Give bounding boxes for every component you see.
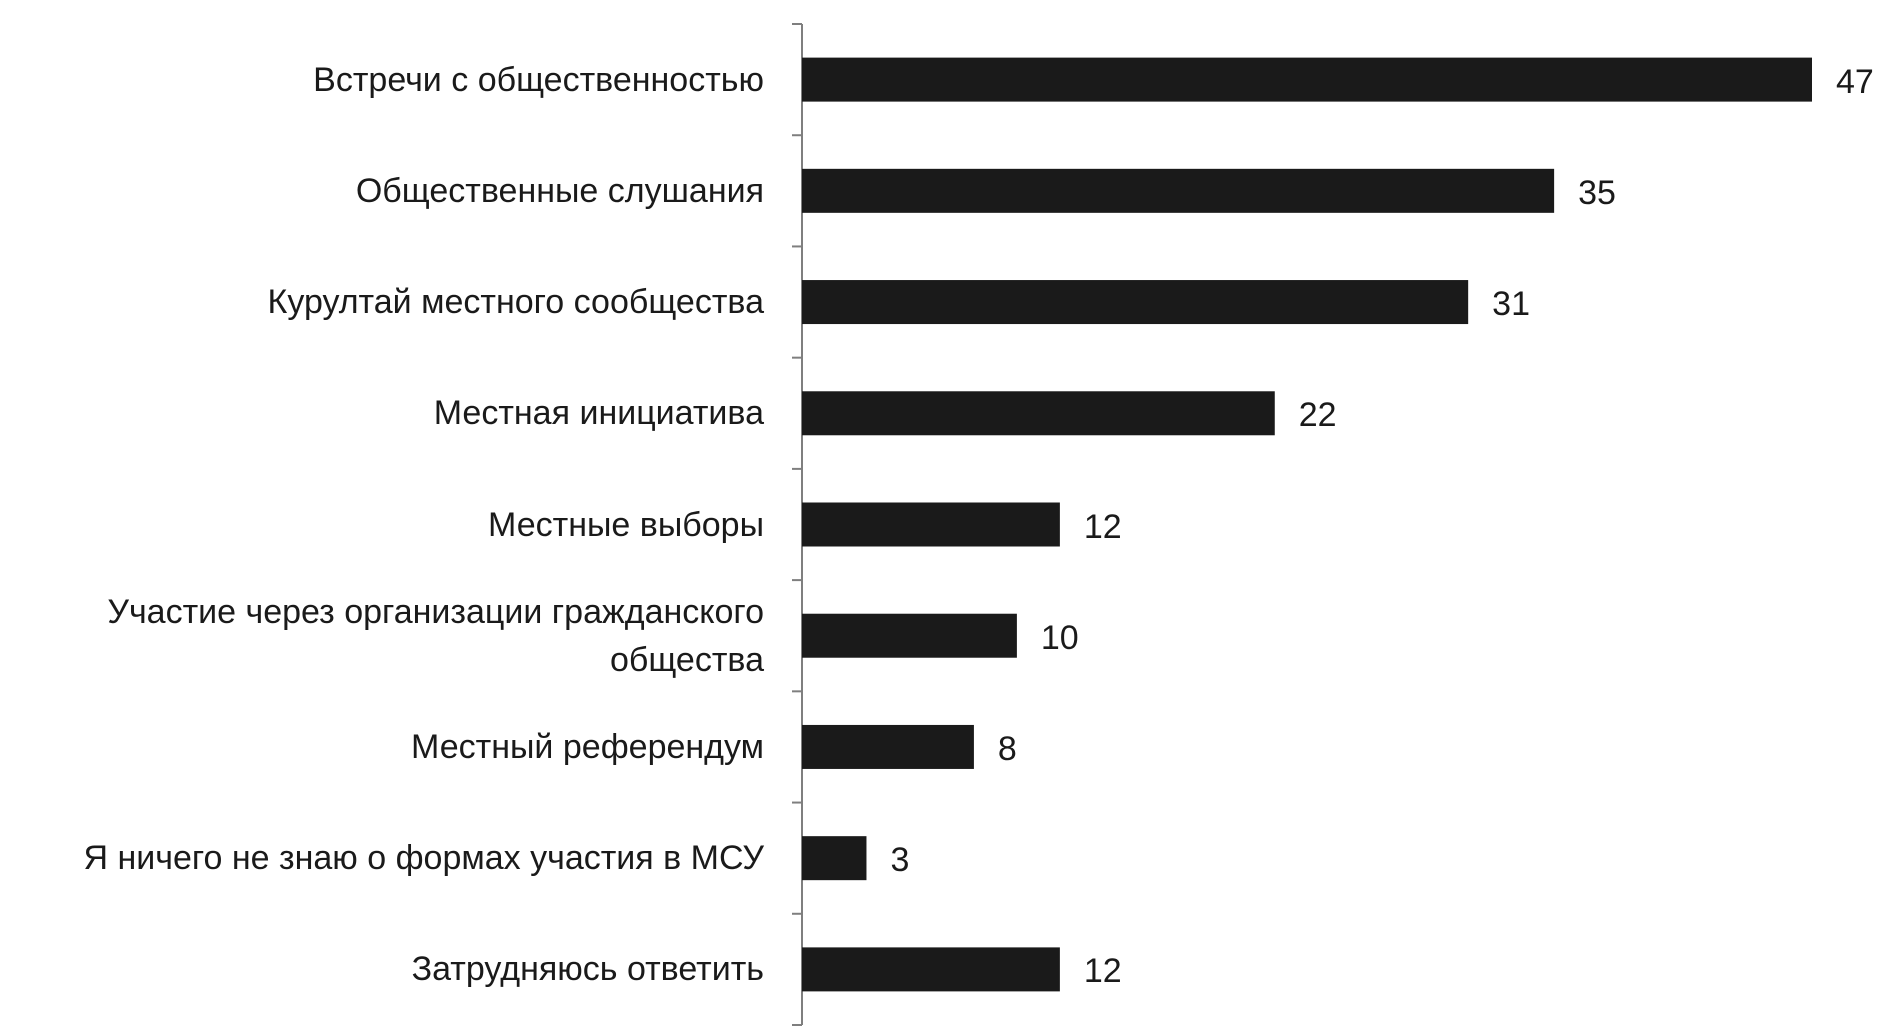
bar bbox=[802, 502, 1060, 547]
category-label: Местная инициатива bbox=[433, 394, 764, 433]
value-label: 10 bbox=[1040, 618, 1079, 657]
category-label: Местный референдум bbox=[411, 727, 764, 766]
bar bbox=[802, 280, 1469, 325]
category-label: Встречи с общественностью bbox=[313, 60, 764, 99]
value-label: 8 bbox=[997, 729, 1017, 768]
value-label: 3 bbox=[890, 841, 910, 880]
bar bbox=[802, 836, 867, 881]
value-label: 12 bbox=[1083, 952, 1122, 991]
bar bbox=[802, 613, 1017, 658]
category-label: Курултай местного сообщества bbox=[267, 283, 764, 322]
bar bbox=[802, 168, 1555, 213]
bar bbox=[802, 724, 974, 769]
value-label: 47 bbox=[1836, 62, 1874, 101]
bar bbox=[802, 391, 1275, 436]
bar bbox=[802, 947, 1060, 992]
value-label: 22 bbox=[1298, 396, 1337, 435]
category-label: Я ничего не знаю о формах участия в МСУ bbox=[83, 839, 764, 878]
category-label: Общественные слушания bbox=[355, 171, 764, 210]
category-label: Участие через организации гражданского о… bbox=[107, 592, 764, 679]
value-label: 35 bbox=[1578, 173, 1616, 212]
category-label: Местные выборы bbox=[488, 505, 764, 544]
value-label: 12 bbox=[1083, 507, 1122, 546]
category-label: Затрудняюсь ответить bbox=[411, 950, 764, 989]
value-label: 31 bbox=[1492, 285, 1530, 324]
bar bbox=[802, 57, 1812, 102]
